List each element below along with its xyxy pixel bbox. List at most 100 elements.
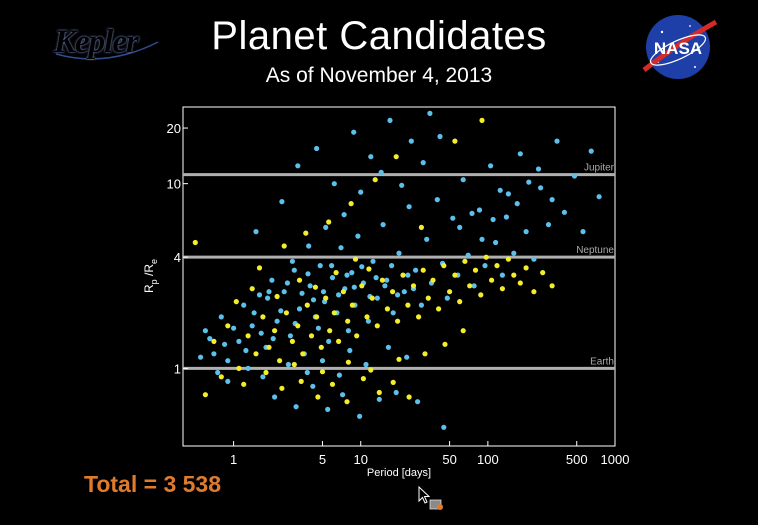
page-title: Planet Candidates <box>211 14 547 58</box>
kepler-logo: Kepler <box>52 24 162 64</box>
data-point <box>299 290 305 296</box>
data-point <box>222 341 228 347</box>
data-point <box>225 358 231 364</box>
x-tick-label: 1000 <box>601 452 630 467</box>
data-point <box>326 338 332 344</box>
data-point <box>300 351 306 357</box>
data-point <box>549 283 555 289</box>
data-point <box>270 336 276 342</box>
data-point <box>467 283 473 289</box>
data-point <box>405 272 411 278</box>
data-point <box>355 233 361 239</box>
x-tick-label: 10 <box>353 452 367 467</box>
data-point <box>266 344 272 350</box>
data-point <box>279 199 285 205</box>
data-point <box>499 272 505 278</box>
data-point <box>319 358 326 364</box>
data-point <box>225 323 231 329</box>
data-point <box>336 372 342 378</box>
data-point <box>457 299 463 305</box>
data-point <box>389 263 395 269</box>
data-point <box>596 194 602 200</box>
data-point <box>289 258 295 264</box>
data-point <box>382 283 388 289</box>
data-point <box>441 424 447 430</box>
data-point <box>245 365 251 371</box>
data-point <box>218 314 224 320</box>
svg-text:Rp /Re: Rp /Re <box>142 259 159 293</box>
data-point <box>296 306 303 312</box>
data-point <box>306 243 312 249</box>
data-point <box>526 179 532 185</box>
data-point <box>320 289 327 295</box>
data-point <box>245 333 251 339</box>
data-point <box>490 216 496 223</box>
data-point <box>326 219 332 225</box>
data-point <box>366 266 372 272</box>
data-point <box>380 222 386 228</box>
data-point <box>400 272 406 278</box>
data-point <box>452 272 458 278</box>
data-point <box>359 283 365 289</box>
data-point <box>460 328 466 334</box>
data-point <box>376 389 382 396</box>
data-point <box>279 385 285 391</box>
data-point <box>233 299 239 305</box>
data-point <box>531 256 537 262</box>
data-point <box>387 117 393 123</box>
data-point <box>540 270 546 276</box>
data-point <box>410 283 417 289</box>
data-point <box>310 383 316 389</box>
data-point <box>523 265 529 271</box>
data-point <box>349 302 355 308</box>
data-point <box>376 396 382 402</box>
y-axis-label: Rp /Re <box>142 259 159 293</box>
data-point <box>347 347 353 354</box>
data-point <box>418 302 424 308</box>
data-point <box>420 267 426 273</box>
data-point <box>374 323 380 329</box>
data-point <box>314 145 320 152</box>
plot-area-frame <box>182 106 616 447</box>
data-point <box>236 338 242 344</box>
nasa-logo-text: NASA <box>654 39 702 58</box>
data-point <box>211 351 217 357</box>
data-point <box>315 325 321 331</box>
mouse-pointer-icon <box>418 485 448 514</box>
data-point <box>207 336 213 342</box>
data-point <box>291 267 297 273</box>
data-point <box>425 295 431 301</box>
data-point <box>272 394 278 400</box>
nasa-logo: NASA <box>640 12 718 82</box>
data-point <box>274 318 280 324</box>
y-tick-label: 1 <box>174 361 181 376</box>
data-point <box>331 310 337 316</box>
data-point <box>499 286 505 292</box>
data-point <box>393 389 399 396</box>
data-points <box>192 110 602 430</box>
data-point <box>260 374 266 380</box>
data-point <box>436 306 442 312</box>
data-point <box>384 306 390 312</box>
data-point <box>469 210 475 216</box>
data-point <box>457 224 463 230</box>
data-point <box>291 361 297 368</box>
y-tick-label: 10 <box>167 177 181 192</box>
data-point <box>538 185 544 191</box>
total-count: Total = 3 538 <box>84 471 222 497</box>
data-point <box>370 258 376 264</box>
reference-lines: Earth Neptune Jupiter <box>183 163 615 370</box>
data-point <box>360 376 366 382</box>
data-point <box>390 310 396 316</box>
data-point <box>483 254 489 260</box>
data-point <box>476 207 483 213</box>
data-point <box>331 181 337 187</box>
data-point <box>378 169 384 175</box>
data-point <box>517 151 523 157</box>
data-point <box>505 191 511 197</box>
data-point <box>422 351 428 357</box>
data-point <box>479 236 485 242</box>
data-point <box>307 283 313 289</box>
data-point <box>266 289 272 295</box>
